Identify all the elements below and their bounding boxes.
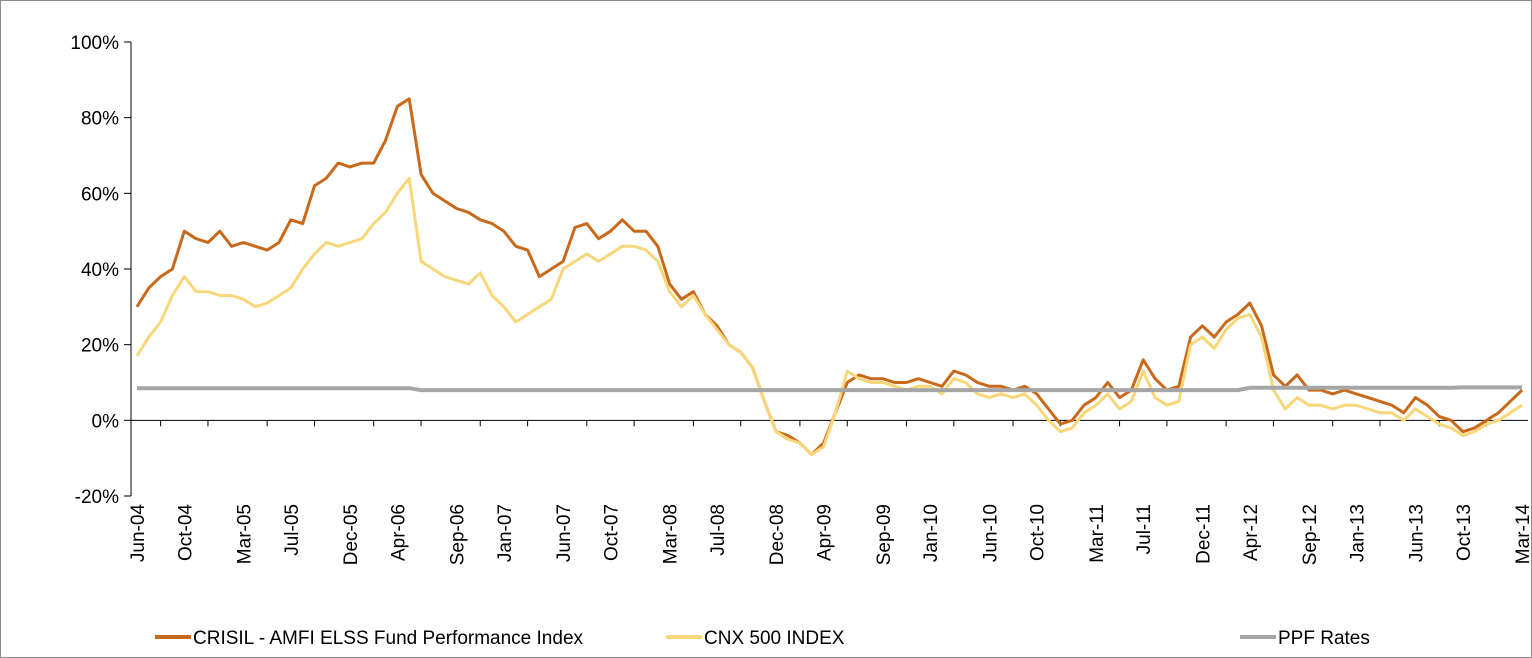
x-tick-label: Dec-11 (1193, 504, 1214, 564)
x-tick-label: Sep-12 (1300, 504, 1321, 565)
x-tick-label: Sep-09 (874, 504, 895, 565)
x-tick-label: Dec-08 (767, 504, 788, 565)
x-tick-label: Jan-10 (921, 504, 942, 562)
x-tick-label: Dec-05 (341, 504, 362, 565)
x-tick-label: Oct-07 (601, 504, 622, 561)
x-tick-label: Jun-13 (1407, 504, 1428, 562)
x-tick-label: Mar-11 (1087, 504, 1108, 563)
series-line (135, 176, 1523, 456)
x-tick-label: Apr-09 (815, 504, 836, 561)
x-tick-label: Mar-05 (234, 504, 255, 564)
x-tick-label: Jan-13 (1347, 504, 1368, 562)
y-tick-label: 100% (70, 33, 119, 54)
x-tick-label: Oct-10 (1028, 504, 1049, 561)
x-tick-label: Sep-06 (448, 504, 469, 565)
y-tick-label: 80% (81, 109, 119, 130)
series-line (136, 385, 1523, 393)
y-tick-label: 60% (81, 184, 119, 205)
x-tick-label: Jun-04 (128, 504, 149, 563)
x-tick-label: Jun-07 (554, 504, 575, 562)
x-tick-label: Jan-07 (495, 504, 516, 562)
legend-label: PPF Rates (1278, 628, 1370, 649)
x-tick-label: Apr-06 (388, 504, 409, 561)
legend-label: CRISIL - AMFI ELSS Fund Performance Inde… (193, 628, 584, 649)
y-tick-label: 0% (92, 411, 120, 432)
x-tick-label: Mar-14 (1513, 504, 1532, 565)
x-tick-label: Oct-13 (1454, 504, 1475, 561)
y-tick-label: 40% (81, 260, 119, 281)
x-tick-label: Mar-08 (661, 504, 682, 564)
y-tick-label: 20% (81, 336, 119, 357)
x-tick-label: Jul-05 (282, 504, 303, 556)
x-tick-label: Jun-10 (980, 504, 1001, 562)
y-tick-label: -20% (75, 487, 119, 508)
x-tick-label: Jul-08 (708, 504, 729, 556)
legend-label: CNX 500 INDEX (704, 628, 845, 649)
x-tick-label: Oct-04 (175, 504, 196, 561)
x-tick-label: Apr-12 (1241, 504, 1262, 561)
x-tick-label: Jul-11 (1134, 504, 1155, 554)
